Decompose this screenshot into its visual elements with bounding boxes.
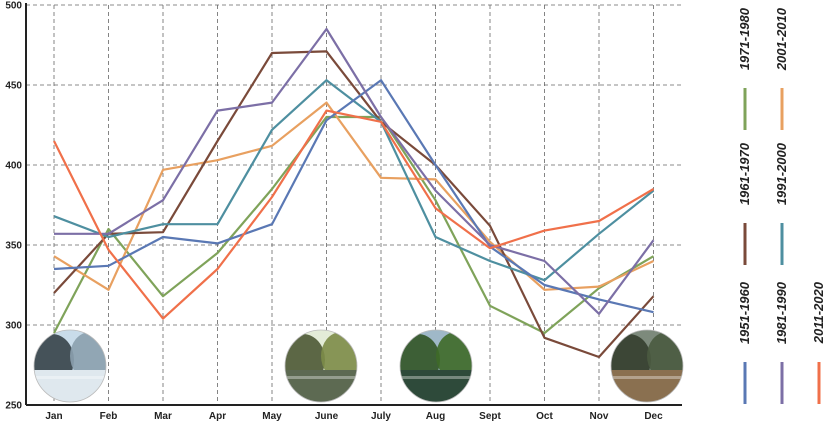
photo-dec (611, 330, 683, 402)
photo-jan (34, 330, 106, 402)
chart-grid (26, 4, 682, 405)
x-tick-label: Dec (644, 411, 663, 422)
series-line-2011-2020 (53, 109, 655, 320)
chart-series-group (53, 27, 655, 359)
chart-axes (25, 3, 682, 406)
series-line-1981-1990 (54, 27, 655, 315)
x-tick-label: Sept (479, 411, 501, 422)
legend-label-1971-1980: 1971-1980 (737, 7, 752, 70)
x-tick-label: July (371, 411, 391, 422)
chart-photos (33, 329, 684, 403)
y-tick-label: 500 (5, 1, 22, 12)
x-tick-label: Oct (536, 411, 553, 422)
legend-label-2001-2010: 2001-2010 (774, 7, 789, 71)
y-tick-label: 400 (5, 161, 22, 172)
photo-june (285, 330, 357, 402)
x-tick-label: Aug (426, 411, 445, 422)
legend-label-1961-1970: 1961-1970 (737, 142, 752, 205)
chart-tick-labels: 250 300 350 400 450 500 Jan Feb Mar Apr May June Jul… (5, 1, 663, 423)
x-tick-label: Apr (209, 411, 226, 422)
legend-label-1981-1990: 1981-1990 (774, 281, 789, 344)
series-line-1991-2000 (53, 79, 655, 282)
legend-label-1951-1960: 1951-1960 (737, 281, 752, 344)
x-tick-label: Jan (45, 411, 62, 422)
y-tick-label: 450 (5, 81, 22, 92)
x-tick-label: Nov (590, 411, 609, 422)
y-tick-label: 300 (5, 321, 22, 332)
series-line-2001-2010 (53, 101, 654, 291)
y-tick-label: 250 (5, 401, 22, 412)
x-tick-label: Mar (154, 411, 172, 422)
x-tick-label: Feb (100, 411, 118, 422)
chart-legend: 1971-1980 2001-2010 1961-1970 1991-2000 1951… (737, 7, 825, 404)
series-line-1961-1970 (53, 50, 655, 359)
series-line-1971-1980 (53, 115, 655, 335)
x-tick-label: June (315, 411, 339, 422)
x-tick-label: May (262, 411, 282, 422)
y-tick-label: 350 (5, 241, 22, 252)
legend-label-2011-2020: 2011-2020 (811, 281, 825, 344)
series-line-1951-1960 (53, 79, 654, 314)
photo-aug (400, 330, 472, 402)
legend-label-1991-2000: 1991-2000 (774, 142, 789, 205)
